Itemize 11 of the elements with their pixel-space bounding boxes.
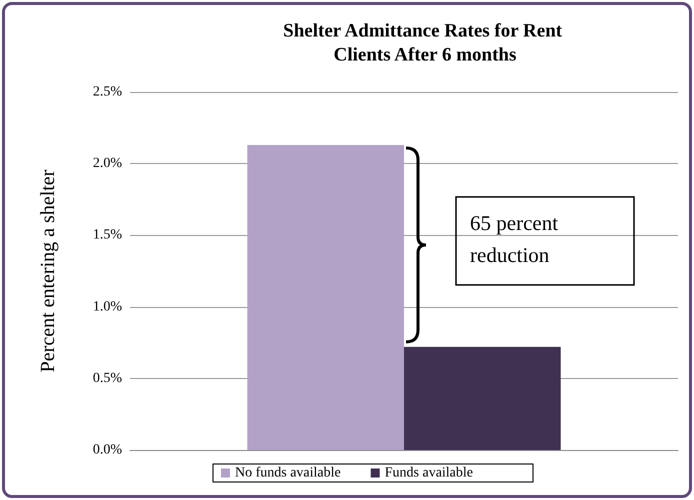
annotation: 65 percent reduction bbox=[470, 210, 564, 267]
y-tick-label: 1.5% bbox=[92, 228, 122, 243]
y-tick-label: 1.0% bbox=[92, 299, 122, 314]
y-axis-title: Percent entering a shelter bbox=[37, 169, 59, 372]
y-tick-label: 0.5% bbox=[92, 370, 122, 386]
y-tick-label: 2.5% bbox=[92, 84, 122, 100]
y-tick-label: 0.0% bbox=[92, 442, 122, 458]
y-tick-label: 2.0% bbox=[92, 156, 122, 172]
legend-label: Funds available bbox=[384, 466, 474, 480]
legend-label: No funds available bbox=[235, 466, 341, 480]
chart-title: Shelter Admittance Rates for Rent Clients After 6 months bbox=[283, 20, 567, 66]
